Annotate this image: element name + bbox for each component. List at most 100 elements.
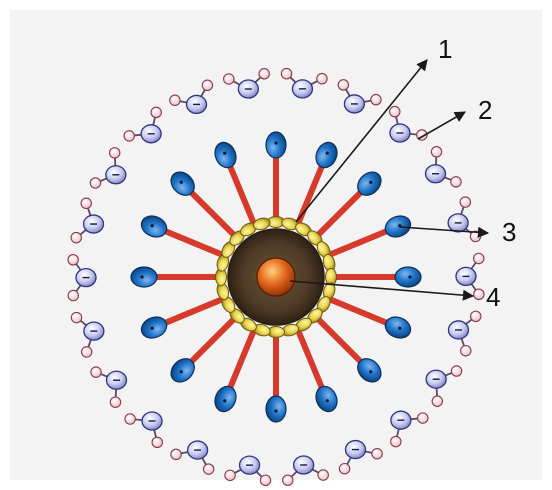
arrow-2 bbox=[417, 111, 466, 140]
hydrogen-atom bbox=[337, 79, 350, 91]
hydrogen-atom bbox=[109, 396, 122, 408]
hydrocarbon-tail bbox=[158, 295, 229, 328]
hydrogen-atom bbox=[151, 436, 163, 449]
label-3: 3 bbox=[502, 217, 516, 247]
hydrogen-atom bbox=[70, 231, 83, 244]
hydrogen-atom bbox=[80, 197, 92, 210]
charge-dot bbox=[274, 141, 278, 145]
surfactant-ray bbox=[323, 215, 412, 259]
label-2: 2 bbox=[478, 95, 492, 125]
hydrogen-atom bbox=[459, 196, 472, 208]
hydrogen-atom bbox=[460, 344, 472, 357]
hydrogen-atom bbox=[90, 366, 102, 378]
water-molecule bbox=[447, 196, 482, 243]
surfactant-ray bbox=[323, 295, 412, 339]
water-molecule bbox=[455, 252, 485, 301]
charge-dot bbox=[223, 399, 227, 403]
hydrogen-atom bbox=[202, 463, 215, 475]
water-molecule bbox=[447, 310, 482, 357]
hydrogen-atom bbox=[430, 146, 443, 158]
polar-head bbox=[214, 385, 237, 413]
water-molecule bbox=[280, 67, 328, 99]
surfactant-ray bbox=[214, 141, 258, 230]
charge-dot bbox=[150, 326, 154, 330]
hydrogen-atom bbox=[67, 253, 79, 266]
surfactant-ray bbox=[130, 266, 224, 288]
water-molecule bbox=[89, 147, 127, 189]
hydrogen-atom bbox=[450, 365, 463, 377]
hydrocarbon-tail bbox=[323, 226, 394, 259]
surfactant-ray bbox=[265, 131, 287, 225]
water-molecule bbox=[282, 455, 329, 486]
counter-ion-bead bbox=[252, 217, 271, 231]
hydrocarbon-tail bbox=[225, 159, 258, 230]
charge-dot bbox=[150, 224, 154, 228]
water-molecule bbox=[70, 311, 105, 358]
hydrogen-atom bbox=[473, 288, 485, 301]
hydrogen-atom bbox=[258, 68, 270, 80]
surfactant-ray bbox=[294, 324, 338, 413]
charge-dot bbox=[274, 409, 278, 413]
charge-dot bbox=[179, 370, 183, 374]
label-layer: 1 2 3 4 bbox=[289, 34, 516, 312]
hydrogen-atom bbox=[169, 94, 181, 107]
hydrogen-atom bbox=[469, 310, 482, 323]
hydrogen-atom bbox=[80, 346, 93, 358]
polar-head bbox=[170, 171, 195, 196]
hydrogen-atom bbox=[108, 147, 121, 159]
core-layer bbox=[215, 216, 337, 338]
hydrogen-atom bbox=[67, 289, 80, 302]
arrow-1 bbox=[295, 59, 428, 223]
water-molecule bbox=[170, 440, 215, 475]
hydrogen-atom bbox=[282, 474, 294, 486]
surfactant-ray bbox=[170, 171, 241, 242]
hydrogen-atom bbox=[201, 79, 214, 92]
hydrogen-atom bbox=[390, 435, 402, 448]
charge-dot bbox=[179, 180, 183, 184]
water-molecule bbox=[337, 79, 382, 114]
charge-dot bbox=[140, 275, 144, 279]
water-molecule bbox=[70, 197, 105, 244]
polar-head bbox=[315, 141, 338, 169]
hydrocarbon-tail bbox=[225, 324, 258, 395]
hydrogen-atom bbox=[170, 448, 182, 461]
hydrogen-atom bbox=[124, 413, 136, 425]
arrow-3 bbox=[399, 226, 490, 238]
arrow-4 bbox=[289, 280, 475, 301]
polar-head bbox=[140, 316, 168, 339]
hydrogen-atom bbox=[370, 93, 382, 106]
polar-head bbox=[140, 215, 168, 238]
polar-head bbox=[170, 358, 195, 383]
hydrocarbon-tail bbox=[311, 312, 367, 368]
hydrogen-atom bbox=[338, 462, 351, 475]
polar-head bbox=[357, 171, 382, 196]
hydrogen-atom bbox=[389, 105, 401, 118]
charge-dot bbox=[223, 151, 227, 155]
polar-head bbox=[315, 385, 338, 413]
water-molecule bbox=[169, 79, 214, 115]
water-molecule bbox=[123, 106, 162, 144]
polar-head bbox=[357, 358, 382, 383]
charge-dot bbox=[398, 326, 402, 330]
water-molecule bbox=[90, 366, 128, 408]
charge-dot bbox=[369, 180, 373, 184]
surfactant-ray bbox=[140, 295, 229, 339]
hydrogen-atom bbox=[431, 395, 444, 407]
polar-head bbox=[394, 266, 422, 288]
hydrogen-atom bbox=[89, 177, 102, 189]
polar-head bbox=[265, 395, 287, 423]
hydrogen-atom bbox=[450, 176, 462, 188]
hydrocarbon-tail bbox=[185, 186, 241, 242]
hydrogen-atom bbox=[70, 311, 83, 324]
surfactant-ray bbox=[311, 312, 382, 383]
water-molecule bbox=[223, 68, 270, 99]
polar-head bbox=[265, 131, 287, 159]
charge-dot bbox=[408, 275, 412, 279]
hydrogen-atom bbox=[316, 72, 328, 85]
label-4: 4 bbox=[486, 282, 500, 312]
hydrogen-atom bbox=[317, 469, 329, 481]
polar-head bbox=[384, 215, 412, 238]
water-molecule bbox=[424, 146, 462, 188]
